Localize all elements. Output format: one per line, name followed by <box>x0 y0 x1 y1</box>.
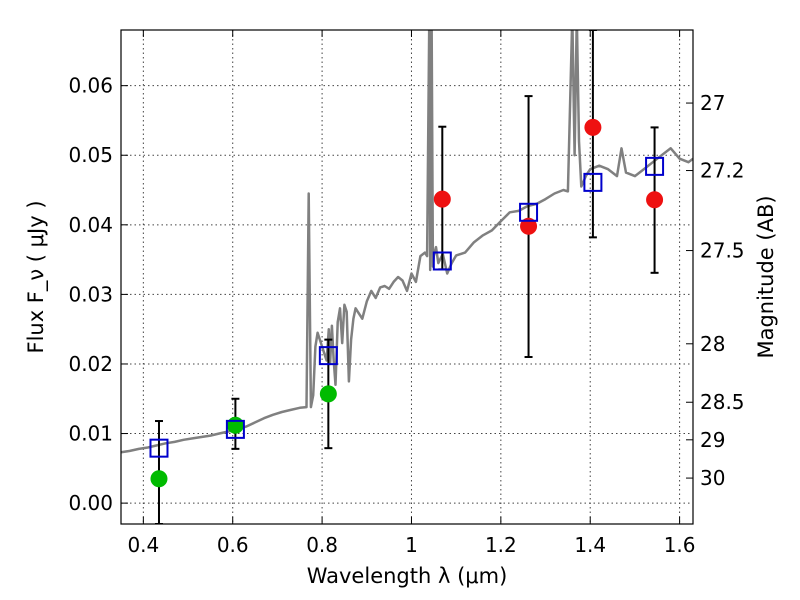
y-tick-label: 0.05 <box>68 143 113 167</box>
axis-ticks: 0.4 0.6 0.8 1 1.2 1.4 1.6 0.00 0.01 0.02 0.03 0.04 0… <box>68 30 745 557</box>
right-tick-label: 27.2 <box>700 159 745 183</box>
data-point-circle <box>646 191 664 209</box>
data-point-square <box>583 172 603 192</box>
y-tick-label: 0.04 <box>68 213 113 237</box>
x-tick-label: 1.6 <box>664 533 696 557</box>
plot-area <box>121 30 693 524</box>
right-tick-label: 28.5 <box>700 390 745 414</box>
right-tick-label: 27 <box>700 91 725 115</box>
data-point-square <box>645 156 665 176</box>
right-tick-label: 28 <box>700 332 725 356</box>
x-tick-label: 1 <box>405 533 418 557</box>
y-tick-label: 0.00 <box>68 491 113 515</box>
y-tick-label: 0.02 <box>68 352 113 376</box>
data-point-square <box>149 438 169 458</box>
y-tick-label: 0.01 <box>68 422 113 446</box>
data-point-circle <box>584 118 602 136</box>
model-spectrum-line <box>121 30 693 454</box>
right-tick-label: 30 <box>700 466 725 490</box>
x-tick-label: 0.6 <box>217 533 249 557</box>
x-tick-label: 0.4 <box>127 533 159 557</box>
data-point-circle <box>150 470 168 488</box>
x-tick-label: 1.2 <box>485 533 517 557</box>
data-point-square <box>318 346 338 366</box>
grid-lines <box>121 30 693 524</box>
data-point-circle <box>520 217 538 235</box>
data-point-circle <box>319 385 337 403</box>
x-tick-label: 0.8 <box>306 533 338 557</box>
right-tick-label: 27.5 <box>700 239 745 263</box>
data-point-square <box>432 251 452 271</box>
y-tick-label: 0.06 <box>68 74 113 98</box>
data-point-circle <box>433 190 451 208</box>
plot-background <box>121 30 693 524</box>
y-axis-label: Flux F_ν ( μJy ) <box>24 200 49 353</box>
y-axis-right-label: Magnitude (AB) <box>754 195 778 358</box>
x-tick-label: 1.4 <box>574 533 606 557</box>
plot-frame <box>120 29 694 525</box>
data-point-circle <box>226 416 244 434</box>
x-axis-label: Wavelength λ (μm) <box>307 564 508 588</box>
right-tick-label: 29 <box>700 428 725 452</box>
data-point-square <box>519 202 539 222</box>
y-tick-label: 0.03 <box>68 282 113 306</box>
data-point-square <box>225 419 245 439</box>
